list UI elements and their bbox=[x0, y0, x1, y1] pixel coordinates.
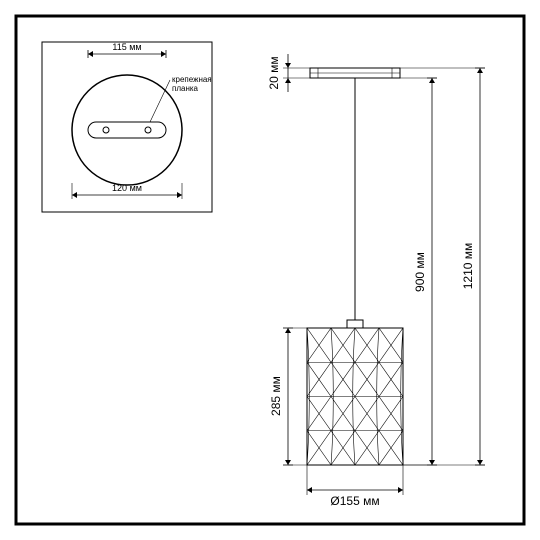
bar-hole-left bbox=[103, 127, 109, 133]
label-900mm: 900 мм bbox=[413, 252, 427, 292]
label-115mm: 115 мм bbox=[112, 42, 141, 52]
label-1210mm: 1210 мм bbox=[461, 243, 475, 290]
label-285mm: 285 мм bbox=[269, 376, 283, 416]
mounting-bar bbox=[88, 122, 166, 138]
bar-hole-right bbox=[145, 127, 151, 133]
outer-frame bbox=[16, 16, 524, 524]
lamp-shade bbox=[307, 328, 403, 465]
label-120mm: 120 мм bbox=[112, 183, 142, 193]
label-mounting-plate: планка bbox=[172, 84, 199, 93]
socket-cap bbox=[347, 320, 363, 328]
label-mounting-plate: крепежная bbox=[172, 75, 212, 84]
label-20mm: 20 мм bbox=[267, 56, 281, 89]
label-diameter: Ø155 мм bbox=[330, 494, 379, 508]
